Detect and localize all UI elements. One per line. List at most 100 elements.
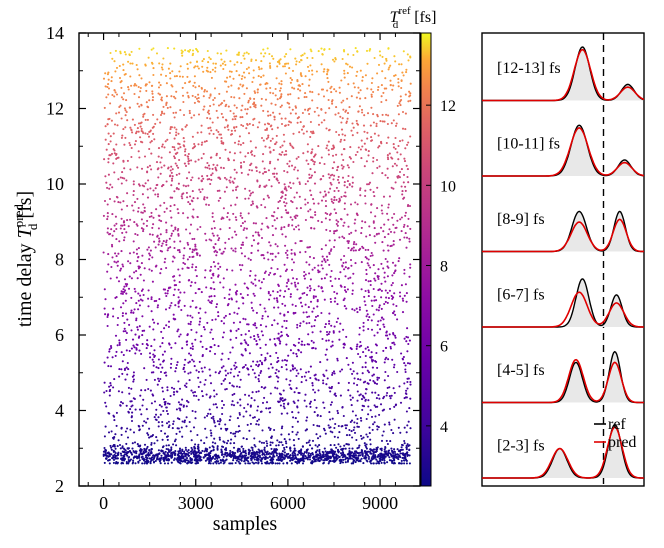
scatter-point [174, 438, 177, 441]
scatter-point [367, 150, 370, 153]
scatter-point [325, 73, 329, 76]
scatter-point [291, 108, 294, 111]
scatter-point [224, 459, 227, 462]
scatter-point [383, 271, 386, 274]
scatter-point [360, 232, 363, 235]
scatter-point [282, 402, 286, 405]
scatter-point [165, 239, 168, 242]
scatter-point [203, 276, 207, 279]
scatter-point [331, 417, 334, 420]
scatter-point [268, 411, 271, 414]
scatter-point [209, 382, 213, 385]
scatter-point [274, 344, 277, 347]
scatter-point [260, 460, 263, 463]
scatter-point [273, 297, 276, 300]
scatter-point [285, 327, 288, 330]
scatter-point [124, 126, 127, 129]
scatter-point [208, 178, 211, 181]
scatter-point [264, 128, 267, 132]
scatter-point [319, 191, 322, 194]
scatter-point [268, 62, 271, 65]
scatter-point [343, 343, 346, 346]
scatter-point [392, 312, 395, 315]
scatter-point [356, 123, 360, 126]
scatter-point [239, 116, 242, 119]
scatter-point [230, 368, 233, 371]
scatter-point [312, 296, 315, 299]
scatter-point [369, 460, 372, 463]
scatter-point [239, 450, 242, 453]
scatter-point [253, 90, 256, 93]
scatter-point [283, 438, 286, 441]
scatter-point [112, 132, 115, 135]
scatter-point [356, 372, 359, 375]
scatter-point [321, 337, 324, 341]
scatter-point [204, 459, 207, 462]
scatter-point [287, 279, 290, 283]
scatter-point [193, 81, 196, 84]
scatter-point [109, 382, 112, 385]
scatter-point [356, 150, 359, 154]
scatter-point [280, 366, 283, 369]
scatter-point [105, 181, 108, 184]
scatter-point [360, 398, 364, 401]
scatter-point [348, 183, 351, 186]
scatter-point [131, 462, 134, 465]
scatter-point [371, 455, 374, 458]
scatter-point [237, 328, 240, 331]
scatter-point [382, 349, 385, 352]
scatter-point [183, 363, 186, 366]
scatter-point [260, 60, 263, 63]
scatter-point [294, 57, 297, 60]
scatter-point [124, 282, 127, 286]
scatter-point [274, 255, 277, 258]
scatter-point [150, 310, 153, 313]
scatter-points [102, 47, 412, 465]
scatter-point [150, 269, 153, 272]
scatter-point [199, 317, 202, 320]
scatter-point [267, 136, 270, 139]
scatter-point [269, 338, 272, 341]
scatter-point [350, 457, 353, 460]
scatter-point [193, 365, 196, 368]
scatter-point [228, 419, 231, 422]
scatter-point [339, 370, 342, 373]
scatter-point [385, 439, 388, 442]
scatter-point [319, 330, 322, 333]
scatter-point [131, 62, 134, 65]
scatter-point [408, 462, 411, 465]
scatter-point [269, 151, 272, 154]
scatter-point [250, 397, 253, 400]
scatter-point [380, 289, 383, 292]
scatter-point [291, 69, 295, 72]
scatter-point [312, 455, 316, 458]
scatter-point [296, 323, 299, 326]
scatter-point [373, 235, 376, 238]
scatter-point [195, 369, 198, 372]
scatter-point [280, 226, 283, 229]
scatter-point [116, 452, 119, 455]
scatter-point [261, 451, 264, 454]
scatter-point [197, 461, 200, 465]
scatter-point [139, 125, 142, 128]
scatter-point [381, 70, 384, 73]
scatter-point [305, 441, 308, 444]
scatter-point [152, 460, 156, 463]
scatter-point [155, 299, 158, 302]
scatter-point [235, 336, 238, 339]
scatter-point [292, 343, 295, 346]
scatter-point [108, 350, 111, 353]
scatter-point [372, 264, 375, 267]
scatter-point [324, 211, 327, 215]
scatter-point [376, 113, 379, 116]
scatter-point [332, 370, 336, 373]
scatter-point [277, 370, 280, 373]
scatter-point [347, 246, 350, 250]
scatter-point [129, 218, 132, 221]
scatter-point [320, 47, 323, 50]
scatter-point [137, 247, 140, 250]
scatter-point [181, 435, 184, 438]
scatter-point [138, 428, 141, 431]
scatter-point [138, 105, 141, 108]
scatter-point [151, 280, 154, 283]
